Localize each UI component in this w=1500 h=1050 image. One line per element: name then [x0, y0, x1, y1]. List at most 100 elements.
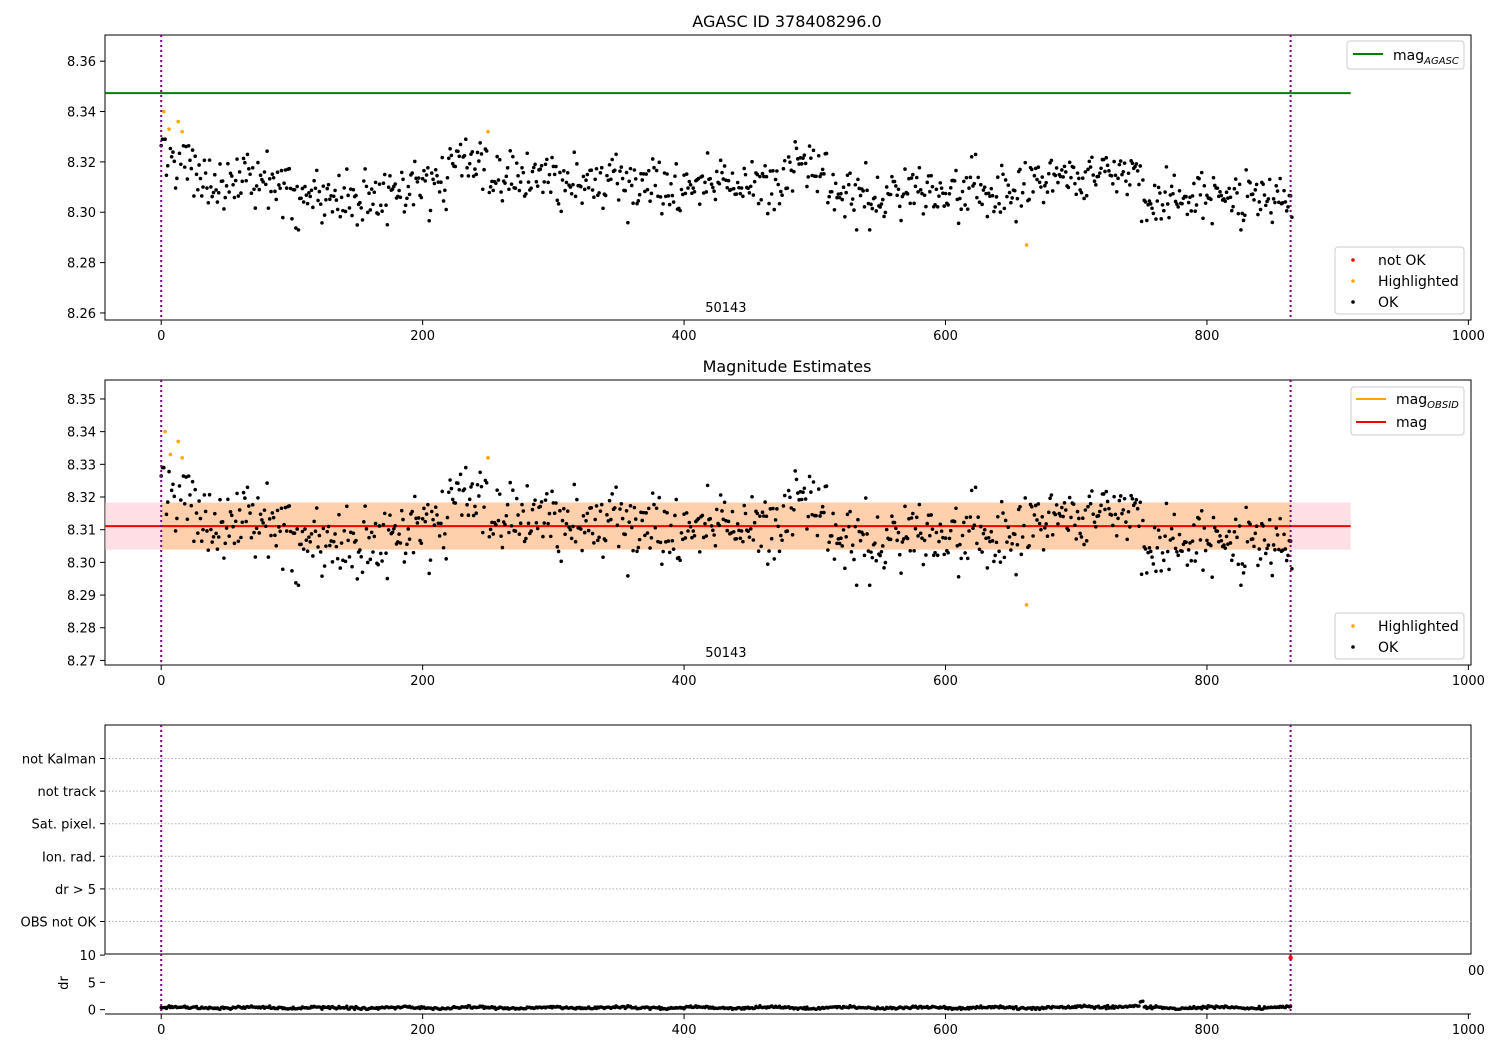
ok-point: [873, 541, 877, 545]
ok-point: [325, 186, 330, 191]
ok-point: [511, 488, 515, 493]
x-tick-label: 400: [672, 674, 697, 689]
ok-point: [1282, 532, 1286, 537]
ok-point: [415, 180, 420, 184]
ok-point: [653, 183, 658, 188]
ok-point: [1097, 509, 1102, 514]
ok-point: [1063, 170, 1068, 174]
ok-point: [458, 142, 463, 147]
ok-point: [711, 528, 715, 533]
ok-point: [346, 538, 350, 543]
ok-point: [850, 543, 855, 548]
ok-point: [1163, 534, 1167, 538]
ok-point: [423, 519, 428, 524]
ok-point: [882, 566, 886, 570]
ok-point: [533, 498, 537, 502]
ok-point: [569, 191, 574, 196]
ok-point: [827, 194, 831, 199]
y-tick-label: 8.30: [67, 556, 96, 571]
ok-point: [785, 186, 790, 190]
ok-point: [869, 550, 873, 554]
ok-point: [846, 182, 851, 187]
ok-point: [497, 157, 502, 162]
ok-point: [704, 534, 709, 538]
ok-point: [609, 177, 613, 182]
ok-point: [1224, 190, 1229, 195]
ok-point: [700, 513, 705, 518]
ok-point: [1120, 511, 1124, 516]
ok-point: [292, 531, 297, 536]
ok-point: [432, 523, 437, 527]
ok-point: [972, 181, 977, 186]
ok-point: [371, 202, 375, 207]
ok-point: [393, 523, 397, 528]
ok-point: [930, 527, 935, 531]
ok-point: [809, 490, 813, 494]
ok-point: [1141, 518, 1145, 523]
ok-point: [1258, 557, 1263, 561]
ok-point: [1074, 192, 1079, 197]
ok-point: [419, 541, 424, 546]
ok-point: [330, 560, 335, 564]
ok-point: [819, 510, 824, 515]
ok-point: [670, 193, 675, 198]
ok-point: [862, 205, 867, 209]
ok-point: [1284, 209, 1289, 213]
ok-point: [584, 519, 588, 523]
ok-point: [257, 531, 262, 535]
category-label: Ion. rad.: [42, 850, 96, 865]
ok-point: [209, 527, 213, 532]
ok-point: [623, 532, 628, 537]
ok-point: [1087, 494, 1092, 499]
ok-point: [1138, 164, 1143, 168]
ok-point: [1197, 176, 1201, 181]
ok-point: [1037, 521, 1042, 526]
x-tick-label: 200: [410, 674, 435, 689]
ok-point: [960, 189, 965, 194]
ok-point: [460, 513, 464, 517]
ok-point: [644, 511, 648, 515]
ok-point: [372, 190, 377, 195]
ok-point: [372, 534, 377, 539]
ok-point: [1020, 190, 1025, 195]
ok-point: [1169, 526, 1174, 531]
obsid-annotation: 50143: [705, 646, 746, 661]
ok-point: [781, 504, 786, 508]
ok-point: [848, 171, 852, 175]
ok-point: [803, 497, 808, 501]
ok-point: [896, 530, 901, 535]
ok-point: [1116, 176, 1120, 181]
ok-point: [1147, 199, 1152, 203]
ok-point: [614, 485, 618, 489]
ok-point: [683, 536, 688, 540]
ok-point: [448, 146, 452, 151]
ok-point: [446, 156, 451, 161]
ok-point: [867, 583, 872, 588]
ok-point: [444, 557, 448, 561]
ok-point: [667, 550, 672, 555]
ok-point: [171, 150, 175, 154]
ok-point: [226, 161, 230, 166]
ok-point: [765, 211, 770, 216]
highlighted-point: [1024, 603, 1029, 607]
ok-point: [325, 529, 330, 534]
ok-point: [738, 191, 743, 196]
y-tick-label: 0: [88, 1004, 96, 1019]
ok-point: [314, 506, 319, 510]
x-tick-label: 800: [1195, 1023, 1220, 1038]
ok-point: [1079, 535, 1084, 539]
ok-point: [688, 524, 693, 529]
ok-point: [337, 173, 341, 178]
ok-point: [313, 186, 318, 191]
ok-point: [193, 154, 197, 159]
ok-point: [214, 531, 218, 536]
ok-point: [1056, 180, 1060, 185]
ok-point: [678, 558, 682, 563]
ok-point: [542, 180, 547, 184]
ok-point: [799, 497, 804, 502]
ok-point: [290, 569, 294, 573]
ok-point: [1077, 516, 1081, 521]
ok-point: [590, 188, 595, 192]
ok-point: [164, 512, 169, 517]
ok-point: [811, 148, 816, 153]
